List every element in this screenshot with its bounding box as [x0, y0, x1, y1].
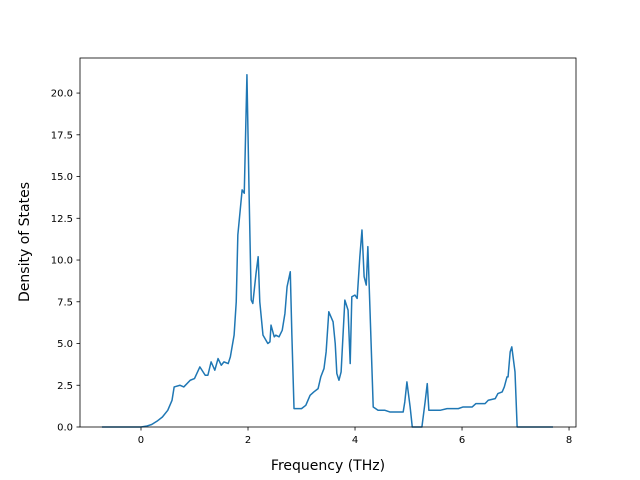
line-series: [101, 73, 553, 428]
y-axis-label: Density of States: [17, 182, 33, 302]
y-tick-label: 5.0: [57, 339, 73, 350]
y-tick-label: 20.0: [51, 89, 73, 100]
y-tick-label: 15.0: [51, 172, 73, 183]
y-tick-label: 0.0: [57, 423, 73, 434]
x-tick-label: 8: [566, 435, 572, 446]
x-axis-label: Frequency (THz): [271, 458, 385, 474]
y-tick-label: 10.0: [51, 256, 73, 267]
y-tick-label: 2.5: [57, 381, 73, 392]
x-tick-label: 0: [138, 435, 144, 446]
y-tick-label: 17.5: [51, 130, 73, 141]
plot-frame: [79, 57, 577, 428]
y-tick-label: 7.5: [57, 297, 73, 308]
x-tick-label: 2: [245, 435, 251, 446]
x-tick-label: 6: [459, 435, 465, 446]
x-tick-label: 4: [352, 435, 358, 446]
y-tick-label: 12.5: [51, 214, 73, 225]
